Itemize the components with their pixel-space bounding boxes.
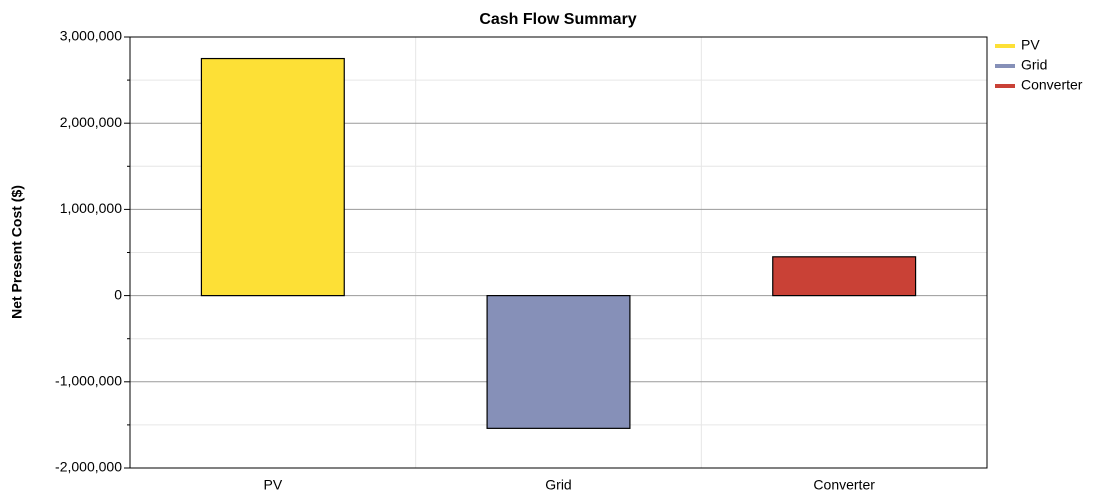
legend-label: Grid xyxy=(1021,57,1047,73)
x-tick-label: Grid xyxy=(545,477,571,493)
y-tick-label: 3,000,000 xyxy=(60,28,122,44)
y-tick-label: 2,000,000 xyxy=(60,114,122,130)
bar xyxy=(200,57,345,297)
plot-frame xyxy=(129,36,988,469)
y-tick-label: -2,000,000 xyxy=(55,459,122,475)
y-tick-label: 1,000,000 xyxy=(60,200,122,216)
x-tick-label: Converter xyxy=(813,477,875,493)
legend-label: PV xyxy=(1021,37,1040,53)
bar xyxy=(772,256,917,297)
legend-label: Converter xyxy=(1021,77,1083,93)
y-tick-label: 0 xyxy=(114,286,122,302)
y-axis-label: Net Present Cost ($) xyxy=(9,185,25,319)
y-tick-label: -1,000,000 xyxy=(55,373,122,389)
chart-title: Cash Flow Summary xyxy=(479,11,636,28)
bar xyxy=(486,295,631,429)
x-tick-label: PV xyxy=(263,477,282,493)
